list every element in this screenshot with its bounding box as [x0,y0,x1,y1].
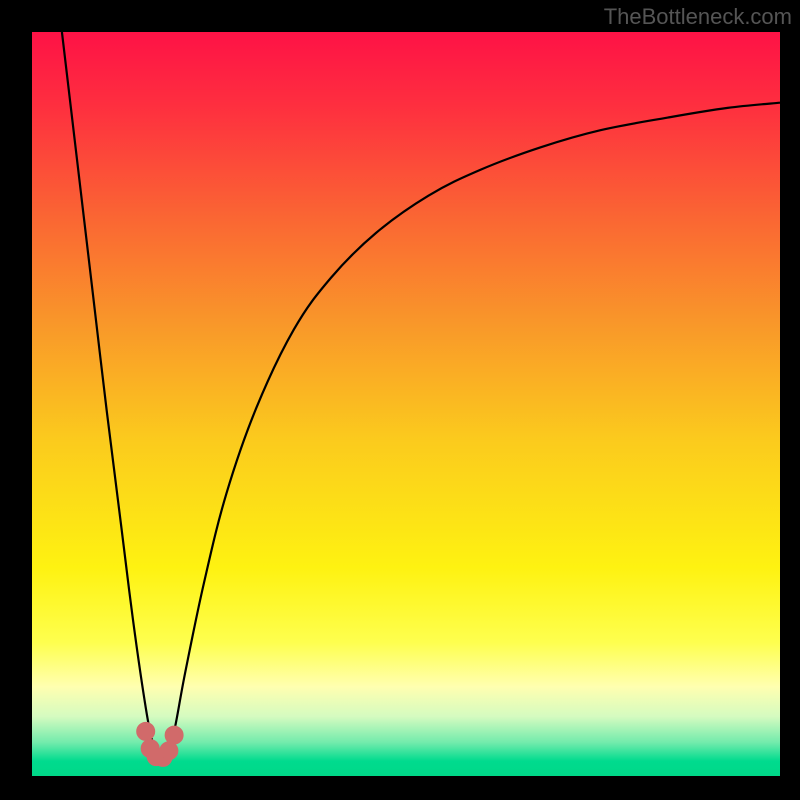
minimum-marker [137,722,155,740]
chart-background [32,32,780,776]
chart-svg [0,0,800,800]
minimum-marker [165,726,183,744]
chart-container: TheBottleneck.com [0,0,800,800]
